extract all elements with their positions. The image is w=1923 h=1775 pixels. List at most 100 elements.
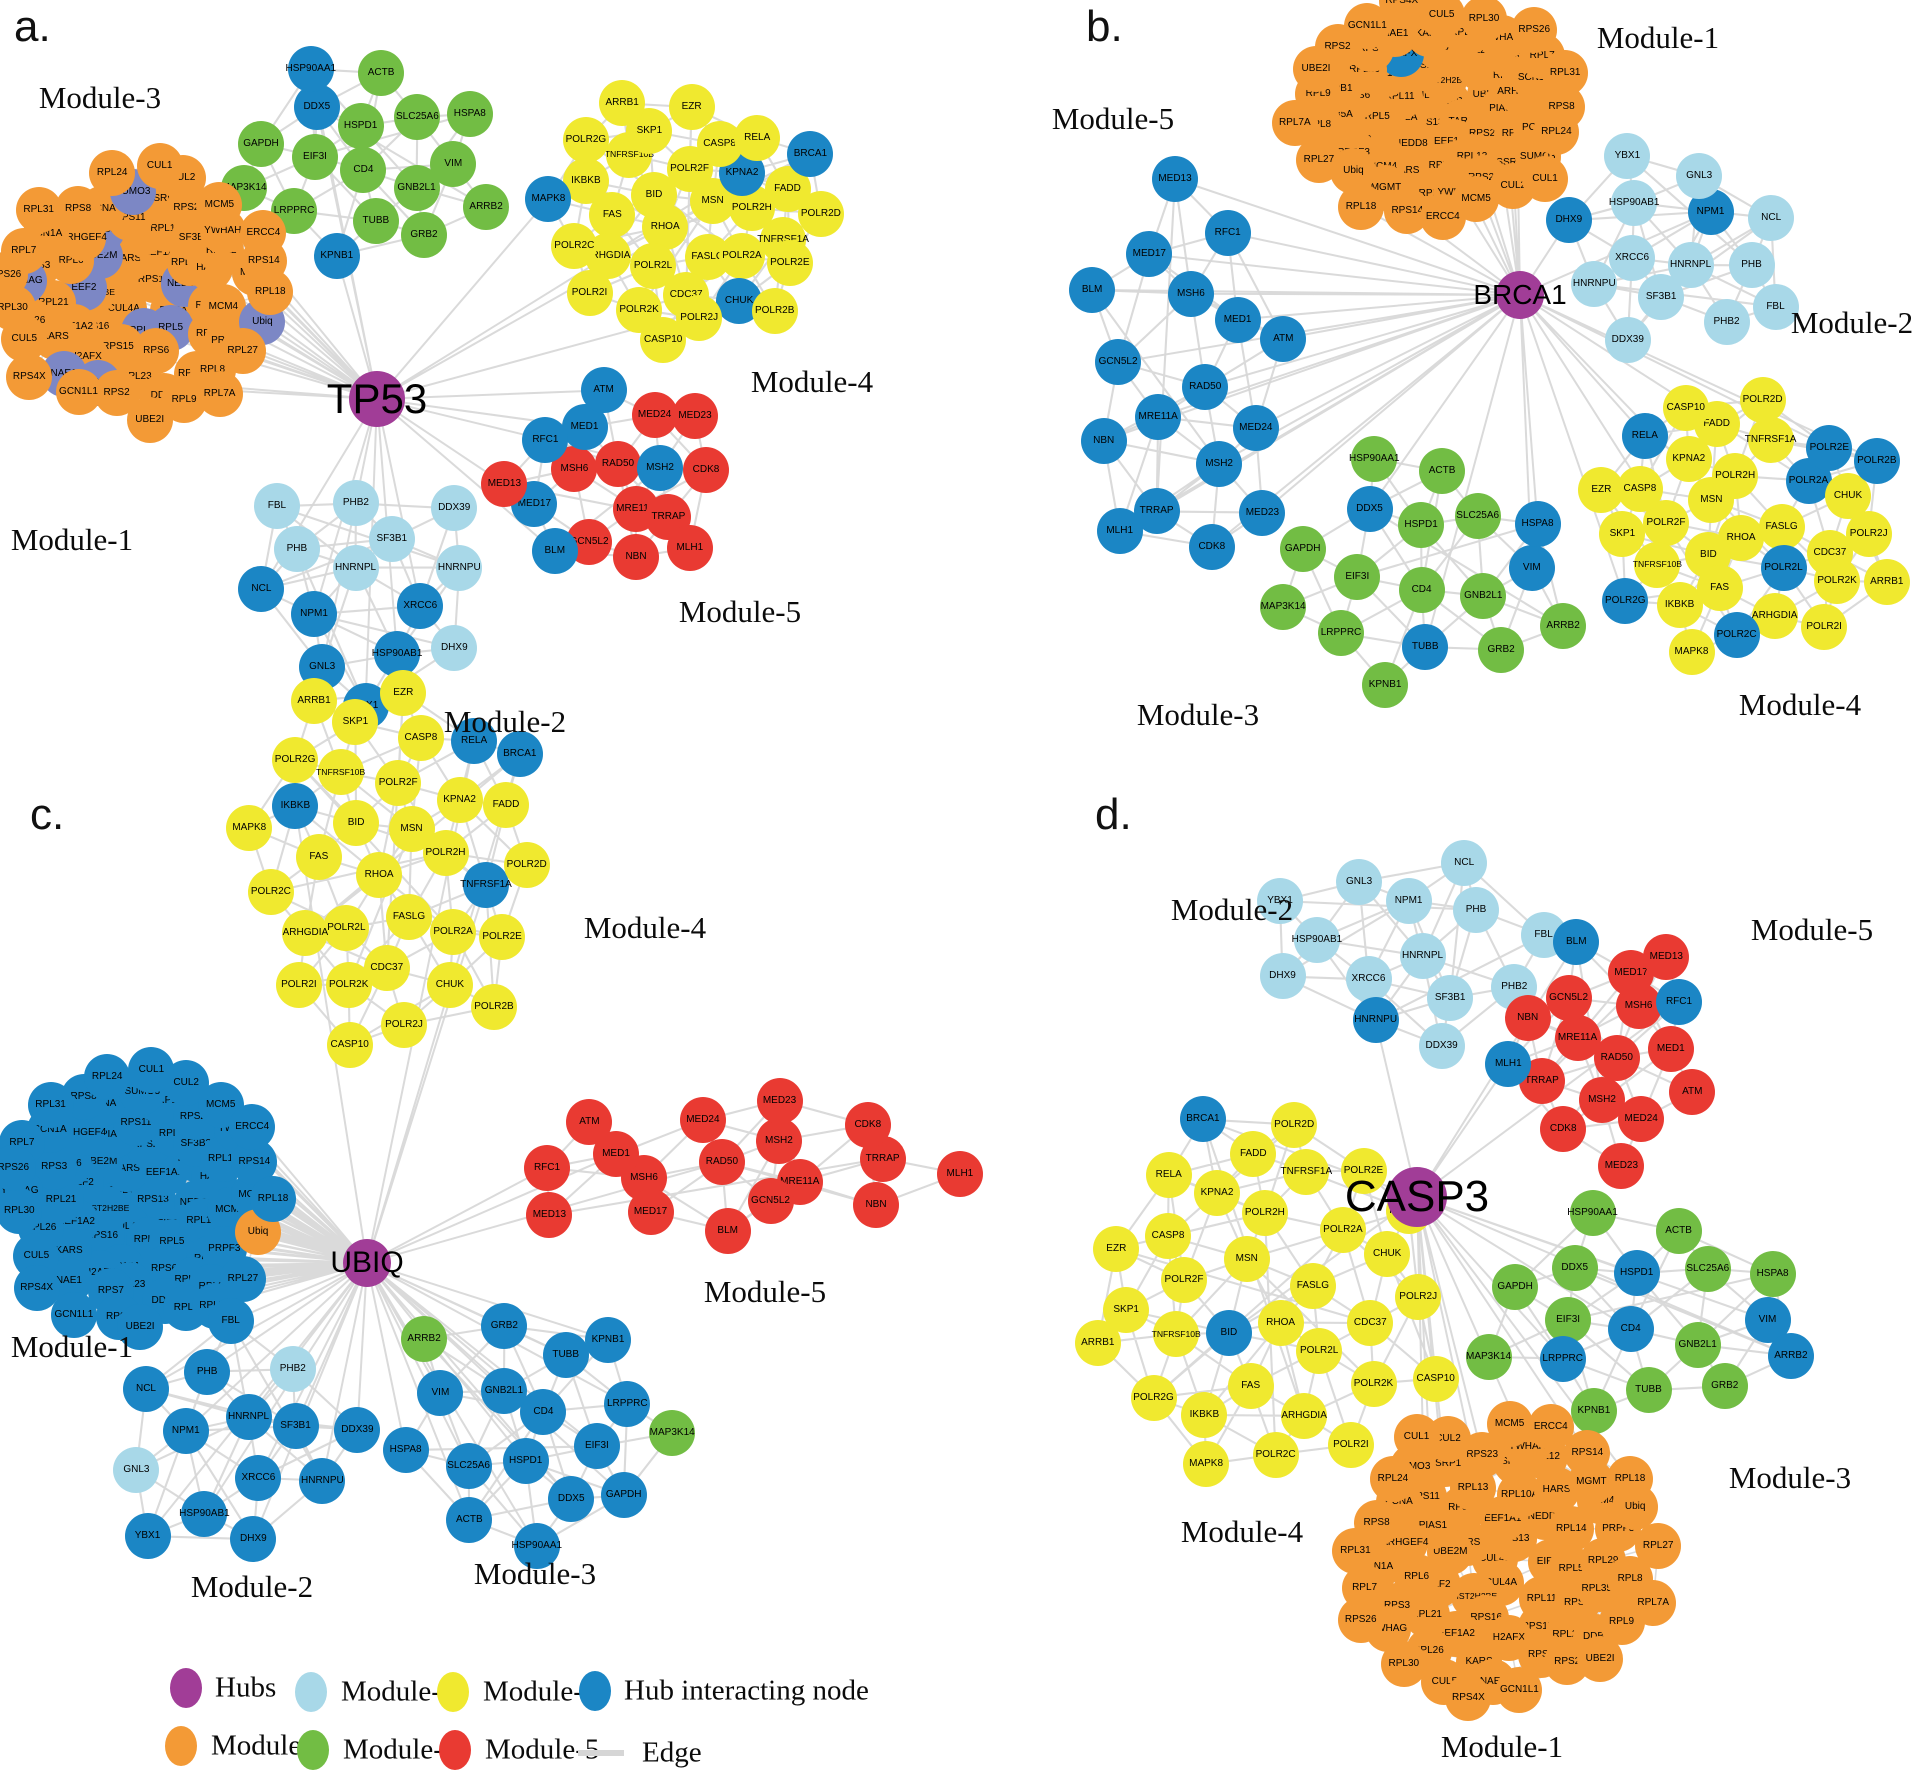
node-POLR2G[interactable]: POLR2G xyxy=(272,736,319,783)
node-PHB[interactable]: PHB xyxy=(184,1348,231,1395)
node-UBE2I[interactable]: UBE2I xyxy=(1577,1635,1624,1682)
node-MED23[interactable]: MED23 xyxy=(672,393,718,440)
node-KPNB1[interactable]: KPNB1 xyxy=(1362,661,1409,708)
node-GCN5L2[interactable]: GCN5L2 xyxy=(1095,339,1142,386)
node-MSH2[interactable]: MSH2 xyxy=(755,1117,802,1164)
node-BLM[interactable]: BLM xyxy=(531,528,578,575)
node-GCN5L2[interactable]: GCN5L2 xyxy=(1545,975,1592,1021)
node-VIM[interactable]: VIM xyxy=(430,141,477,188)
node-RAD50[interactable]: RAD50 xyxy=(698,1139,745,1186)
node-TUBB[interactable]: TUBB xyxy=(542,1332,589,1379)
node-GNL3[interactable]: GNL3 xyxy=(1336,858,1383,905)
node-PHB[interactable]: PHB xyxy=(273,525,320,572)
node-CASP10[interactable]: CASP10 xyxy=(1662,384,1709,431)
node-RELA[interactable]: RELA xyxy=(1621,412,1668,459)
node-RELA[interactable]: RELA xyxy=(451,718,498,765)
node-GAPDH[interactable]: GAPDH xyxy=(238,120,284,167)
node-MED17[interactable]: MED17 xyxy=(1126,231,1173,278)
node-HNRNPU[interactable]: HNRNPU xyxy=(299,1457,346,1504)
node-CHUK[interactable]: CHUK xyxy=(1364,1230,1411,1277)
node-DDX5[interactable]: DDX5 xyxy=(548,1475,595,1522)
node-ATM[interactable]: ATM xyxy=(566,1099,613,1146)
node-BID[interactable]: BID xyxy=(1205,1309,1252,1356)
node-RFC1[interactable]: RFC1 xyxy=(1204,209,1251,256)
node-NBN[interactable]: NBN xyxy=(613,533,659,580)
node-HSPD1[interactable]: HSPD1 xyxy=(337,103,384,149)
node-RPL7A[interactable]: RPL7A xyxy=(1630,1580,1677,1627)
node-XRCC6[interactable]: XRCC6 xyxy=(397,582,444,629)
node-POLR2C[interactable]: POLR2C xyxy=(1252,1431,1299,1478)
node-XRCC6[interactable]: XRCC6 xyxy=(235,1455,282,1501)
node-RPL18[interactable]: RPL18 xyxy=(250,1176,297,1223)
node-CDK8[interactable]: CDK8 xyxy=(683,447,729,494)
node-TNFRSF10B[interactable]: TNFRSF10B xyxy=(316,749,365,796)
node-TNFRSF1A[interactable]: TNFRSF1A xyxy=(460,862,512,909)
node-GCN5L2[interactable]: GCN5L2 xyxy=(747,1177,794,1224)
node-EZR[interactable]: EZR xyxy=(1093,1225,1140,1272)
node-FBL[interactable]: FBL xyxy=(253,483,300,530)
node-PHB2[interactable]: PHB2 xyxy=(269,1346,316,1393)
node-SKP1[interactable]: SKP1 xyxy=(1599,511,1646,557)
node-IKBKB[interactable]: IKBKB xyxy=(272,783,319,830)
node-NBN[interactable]: NBN xyxy=(1080,417,1127,464)
node-EIF3I[interactable]: EIF3I xyxy=(1334,554,1381,600)
node-UBE2I[interactable]: UBE2I xyxy=(1293,46,1339,93)
node-HSP90AA1[interactable]: HSP90AA1 xyxy=(1349,435,1400,482)
node-CUL1[interactable]: CUL1 xyxy=(1393,1413,1440,1460)
node-SF3B1[interactable]: SF3B1 xyxy=(368,515,415,562)
node-POLR2L[interactable]: POLR2L xyxy=(1760,544,1807,591)
node-DDX39[interactable]: DDX39 xyxy=(1418,1022,1465,1069)
node-POLR2C[interactable]: POLR2C xyxy=(551,223,598,270)
node-UBE2I[interactable]: UBE2I xyxy=(126,397,173,444)
node-FASLG[interactable]: FASLG xyxy=(386,893,432,940)
node-KPNB1[interactable]: KPNB1 xyxy=(585,1316,631,1363)
node-HNRNPU[interactable]: HNRNPU xyxy=(1352,997,1399,1044)
node-NCL[interactable]: NCL xyxy=(123,1365,169,1412)
node-NCL[interactable]: NCL xyxy=(1748,194,1795,241)
node-TUBB[interactable]: TUBB xyxy=(352,197,399,244)
node-DDX39[interactable]: DDX39 xyxy=(431,485,478,532)
node-HSP90AB1[interactable]: HSP90AB1 xyxy=(1292,916,1342,963)
node-POLR2B[interactable]: POLR2B xyxy=(751,288,798,335)
node-CHUK[interactable]: CHUK xyxy=(426,961,473,1008)
node-MAPK8[interactable]: MAPK8 xyxy=(1183,1441,1230,1488)
node-HNRNPL[interactable]: HNRNPL xyxy=(332,544,379,591)
node-NPM1[interactable]: NPM1 xyxy=(162,1408,209,1455)
node-RPS8[interactable]: RPS8 xyxy=(55,185,102,232)
node-POLR2E[interactable]: POLR2E xyxy=(479,913,526,960)
node-POLR2B[interactable]: POLR2B xyxy=(471,983,517,1030)
node-MAPK8[interactable]: MAPK8 xyxy=(1668,629,1715,675)
node-MED23[interactable]: MED23 xyxy=(1239,489,1286,536)
node-CDK8[interactable]: CDK8 xyxy=(1540,1106,1587,1153)
node-POLR2F[interactable]: POLR2F xyxy=(375,760,422,807)
node-ERCC4[interactable]: ERCC4 xyxy=(1419,193,1466,240)
node-FASLG[interactable]: FASLG xyxy=(1758,503,1805,550)
node-RPL7A[interactable]: RPL7A xyxy=(1271,100,1318,146)
node-MLH1[interactable]: MLH1 xyxy=(936,1150,983,1197)
node-MED24[interactable]: MED24 xyxy=(1618,1096,1665,1143)
node-POLR2I[interactable]: POLR2I xyxy=(275,962,322,1008)
node-RPL30[interactable]: RPL30 xyxy=(0,1188,43,1234)
node-IKBKB[interactable]: IKBKB xyxy=(1656,582,1703,628)
node-FASLG[interactable]: FASLG xyxy=(1289,1262,1336,1309)
node-SF3B1[interactable]: SF3B1 xyxy=(272,1403,319,1450)
node-POLR2E[interactable]: POLR2E xyxy=(1806,424,1853,471)
node-RPL30[interactable]: RPL30 xyxy=(1461,0,1507,42)
node-MCM5[interactable]: MCM5 xyxy=(196,182,243,228)
node-RPL30[interactable]: RPL30 xyxy=(1380,1640,1427,1687)
node-MED23[interactable]: MED23 xyxy=(1598,1142,1645,1189)
node-GNL3[interactable]: GNL3 xyxy=(1676,153,1723,200)
node-MSN[interactable]: MSN xyxy=(1223,1235,1270,1282)
node-MSH2[interactable]: MSH2 xyxy=(637,444,683,491)
node-GRB2[interactable]: GRB2 xyxy=(481,1303,528,1349)
node-EIF3I[interactable]: EIF3I xyxy=(573,1423,620,1470)
node-RPL18[interactable]: RPL18 xyxy=(247,269,294,316)
node-RPL27[interactable]: RPL27 xyxy=(219,1255,266,1302)
node-HSPA8[interactable]: HSPA8 xyxy=(446,90,493,137)
node-GCN1L1[interactable]: GCN1L1 xyxy=(50,1291,97,1338)
node-HSP90AB1[interactable]: HSP90AB1 xyxy=(179,1490,230,1537)
node-MLH1[interactable]: MLH1 xyxy=(1096,508,1143,555)
node-SF3B1[interactable]: SF3B1 xyxy=(1427,975,1474,1022)
node-POLR2H[interactable]: POLR2H xyxy=(422,829,469,876)
node-RPL31[interactable]: RPL31 xyxy=(27,1082,74,1129)
